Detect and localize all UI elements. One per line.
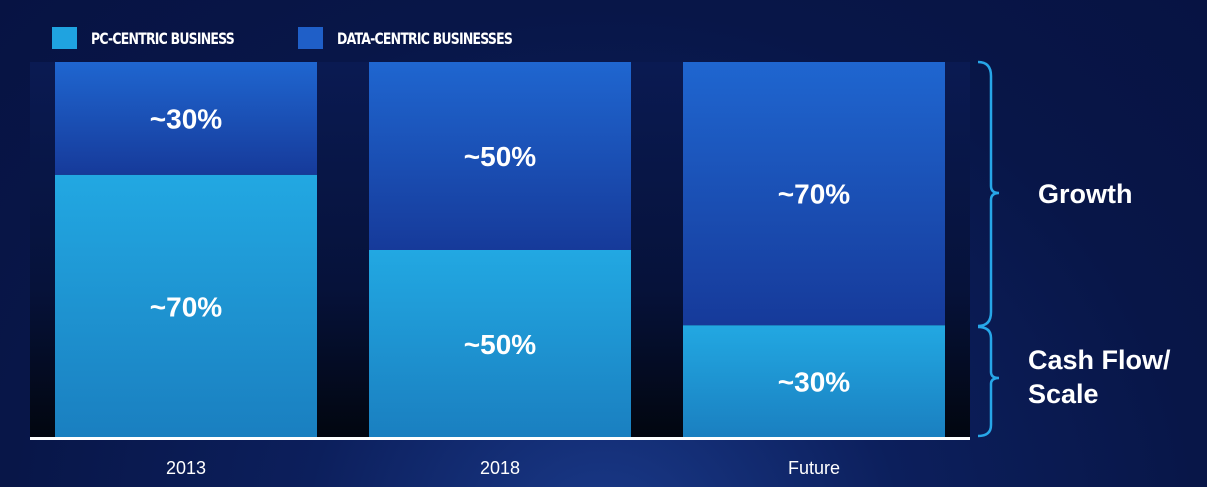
cash-flow-label-line2: Scale <box>1028 379 1099 409</box>
bar-pc-centric-2013 <box>55 174 317 439</box>
cash-flow-label: Cash Flow/ Scale <box>1028 343 1171 411</box>
legend-item-data-centric: DATA-CENTRIC BUSINESSES <box>298 27 561 49</box>
bar-data-centric-2013 <box>55 62 317 175</box>
bar-pc-centric-2018 <box>369 250 631 438</box>
legend-swatch-data-centric <box>298 27 324 49</box>
growth-label: Growth <box>1038 179 1133 209</box>
legend-label-pc-centric: PC-CENTRIC BUSINESS <box>91 28 235 48</box>
x-axis-line <box>30 437 970 440</box>
growth-bracket <box>977 60 1000 328</box>
x-tick-label-future: Future <box>787 458 841 478</box>
data-label-pc-centric-2018: ~50% <box>464 329 536 360</box>
data-label-data-centric-2018: ~50% <box>464 141 536 172</box>
data-label-data-centric-future: ~70% <box>778 179 850 210</box>
cash-flow-label-line1: Cash Flow/ <box>1028 345 1171 375</box>
bracket-group <box>977 60 1000 438</box>
legend-swatch-pc-centric <box>52 27 77 49</box>
x-tick-label-2013: 2013 <box>165 458 207 478</box>
cash-flow-bracket <box>977 325 1000 438</box>
legend-item-pc-centric: PC-CENTRIC BUSINESS <box>52 27 274 49</box>
legend: PC-CENTRIC BUSINESS DATA-CENTRIC BUSINES… <box>52 27 586 49</box>
data-label-data-centric-2013: ~30% <box>150 103 222 134</box>
data-label-pc-centric-future: ~30% <box>778 367 850 398</box>
bar-data-centric-2018 <box>369 62 631 250</box>
bar-data-centric-future <box>683 62 945 326</box>
legend-label-data-centric: DATA-CENTRIC BUSINESSES <box>337 28 513 48</box>
bar-pc-centric-future <box>683 325 945 438</box>
data-label-pc-centric-2013: ~70% <box>150 291 222 322</box>
x-tick-label-2018: 2018 <box>479 458 521 478</box>
